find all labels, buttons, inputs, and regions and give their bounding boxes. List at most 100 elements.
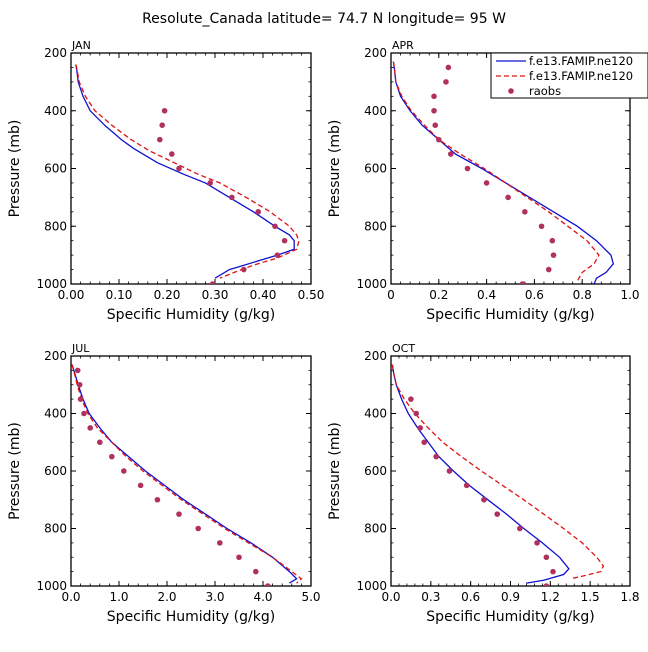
x-axis-label: Specific Humidity (g/kg) — [426, 609, 594, 625]
x-tick-label: 3.0 — [205, 590, 224, 604]
y-tick-label: 600 — [44, 162, 67, 176]
obs-point — [281, 237, 288, 244]
obs-point — [408, 396, 414, 402]
y-axis-label: Pressure (mb) — [7, 120, 23, 218]
panel-label: JAN — [71, 39, 91, 52]
x-tick-label: 0.20 — [154, 288, 181, 302]
panel-oct: 0.0 0.3 0.6 0.9 1.2 1.5 1.8 200 400 600 800 1000 OCT… — [327, 342, 640, 625]
obs-point — [413, 410, 420, 417]
x-tick-label: 0.2 — [429, 288, 448, 302]
obs-point — [534, 540, 540, 546]
legend-swatch-dot — [508, 88, 514, 94]
x-tick-label: 5.0 — [301, 590, 320, 604]
y-tick-label: 1000 — [36, 277, 67, 291]
obs-point — [154, 496, 161, 503]
obs-point — [538, 223, 545, 230]
x-tick-label: 0.10 — [106, 288, 133, 302]
y-tick-label: 600 — [364, 464, 387, 478]
obs-point — [137, 482, 144, 489]
obs-point — [543, 583, 550, 586]
y-axis-label: Pressure (mb) — [327, 120, 343, 218]
y-tick-label: 400 — [44, 104, 67, 118]
model-line-dashed — [391, 364, 605, 580]
y-tick-label: 800 — [44, 219, 67, 233]
y-tick-label: 400 — [364, 407, 387, 421]
obs-point — [417, 425, 424, 431]
plot-frame — [70, 52, 312, 285]
plot-frame — [390, 355, 631, 587]
y-tick-label: 200 — [364, 46, 387, 60]
obs-point — [483, 180, 490, 186]
y-tick-label: 800 — [44, 522, 67, 536]
y-tick-label: 600 — [44, 464, 67, 478]
obs-point — [236, 554, 242, 561]
panel-label: OCT — [392, 342, 415, 355]
obs-point — [443, 79, 449, 85]
obs-point — [446, 468, 453, 474]
obs-point — [447, 151, 454, 157]
model-line-dashed — [75, 64, 300, 279]
obs-point — [76, 381, 83, 388]
x-tick-label: 0.50 — [298, 288, 325, 302]
x-tick-label: 0.6 — [525, 288, 544, 302]
y-tick-label: 800 — [364, 219, 387, 233]
x-tick-label: 1.8 — [620, 590, 639, 604]
obs-point — [421, 439, 427, 446]
y-tick-label: 200 — [44, 349, 67, 363]
y-tick-label: 800 — [364, 522, 387, 536]
x-tick-label: 1.0 — [620, 288, 639, 302]
obs-point — [463, 482, 470, 489]
obs-point — [253, 568, 259, 575]
x-axis-label: Specific Humidity (g/kg) — [107, 609, 275, 625]
obs-point — [157, 136, 163, 143]
obs-point — [176, 511, 182, 517]
model-line-dashed — [392, 61, 600, 282]
obs-point — [494, 511, 501, 517]
obs-point — [431, 93, 437, 100]
plot-frame — [70, 355, 312, 587]
page-title: Resolute_Canada latitude= 74.7 N longitu… — [142, 11, 506, 27]
y-tick-label: 1000 — [356, 277, 387, 291]
obs-point — [545, 266, 552, 273]
y-tick-label: 400 — [44, 407, 67, 421]
x-tick-label: 0.0 — [61, 590, 80, 604]
obs-point — [121, 468, 127, 474]
x-tick-label: 0.3 — [421, 590, 440, 604]
obs-point — [81, 410, 87, 417]
legend-label: f.e13.FAMIP.ne120 — [529, 54, 633, 68]
y-tick-label: 200 — [364, 349, 387, 363]
y-tick-label: 1000 — [356, 579, 387, 593]
obs-point — [176, 165, 182, 172]
model-line-solid — [75, 64, 295, 279]
y-tick-label: 400 — [364, 104, 387, 118]
obs-point — [77, 396, 84, 402]
x-tick-label: 4.0 — [253, 590, 272, 604]
obs-point — [255, 209, 261, 215]
obs-point — [274, 252, 281, 258]
obs-point — [519, 281, 526, 284]
x-tick-label: 0.0 — [381, 590, 400, 604]
y-tick-label: 200 — [44, 46, 67, 60]
obs-point — [436, 136, 442, 143]
obs-point — [550, 252, 557, 258]
x-tick-label: 0.4 — [477, 288, 496, 302]
y-tick-label: 600 — [364, 162, 387, 176]
obs-point — [217, 540, 223, 546]
x-tick-label: 1.5 — [581, 590, 600, 604]
obs-point — [207, 180, 213, 186]
obs-point — [431, 107, 437, 114]
obs-point — [550, 568, 556, 575]
obs-point — [432, 122, 439, 128]
model-line-solid — [391, 364, 570, 584]
x-tick-label: 2.0 — [157, 590, 176, 604]
panel-apr: 0 0.2 0.4 0.6 0.8 1.0 200 400 600 800 1000 APR Speci… — [327, 39, 640, 323]
obs-point — [169, 151, 175, 157]
series-group — [75, 64, 300, 284]
obs-point — [505, 194, 511, 201]
y-axis-label: Pressure (mb) — [327, 422, 343, 520]
legend-label: raobs — [529, 84, 561, 98]
obs-point — [433, 453, 439, 460]
